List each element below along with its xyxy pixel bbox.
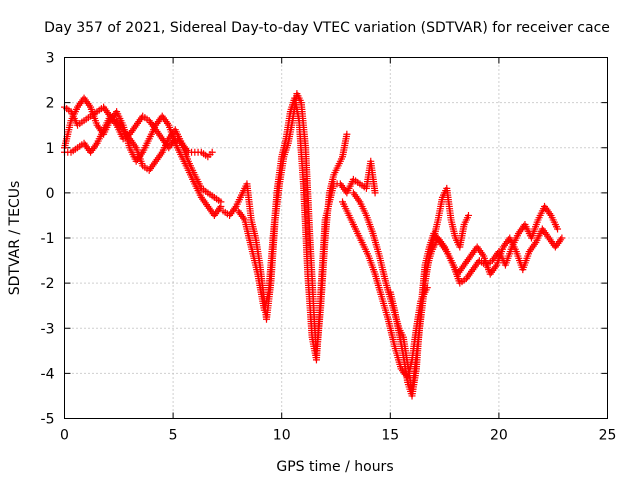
x-tick-label: 20 (490, 428, 508, 444)
y-tick-label: 3 (46, 51, 55, 67)
x-tick-label: 0 (60, 428, 69, 444)
y-tick-label: -2 (41, 276, 55, 292)
y-tick-label: -4 (41, 366, 55, 382)
data-point (208, 148, 216, 156)
x-tick-label: 5 (169, 428, 178, 444)
x-tick-label: 25 (599, 428, 617, 444)
y-tick-label: -5 (41, 412, 55, 428)
plot-frame (64, 57, 608, 419)
y-tick-label: 0 (46, 186, 55, 202)
data-point (558, 234, 566, 242)
x-tick-label: 10 (273, 428, 291, 444)
data-point (423, 284, 431, 292)
data-point (217, 198, 225, 206)
data-point (554, 225, 562, 233)
x-axis-label: GPS time / hours (276, 459, 393, 475)
x-tick-label: 15 (381, 428, 399, 444)
y-tick-label: -1 (41, 231, 55, 247)
tick-labels: 0 5 10 15 20 25 -5 -4 -3 -2 -1 0 1 2 3 (41, 51, 617, 444)
y-tick-label: -3 (41, 321, 55, 337)
chart-title: Day 357 of 2021, Sidereal Day-to-day VTE… (44, 20, 610, 36)
data-points (61, 90, 566, 400)
grid (64, 57, 608, 419)
y-tick-label: 2 (46, 96, 55, 112)
data-point (343, 130, 351, 138)
data-point (371, 189, 379, 197)
axis-ticks (64, 57, 608, 419)
y-tick-label: 1 (46, 141, 55, 157)
y-axis-label: SDTVAR / TECUs (7, 181, 23, 296)
data-point (464, 211, 472, 219)
